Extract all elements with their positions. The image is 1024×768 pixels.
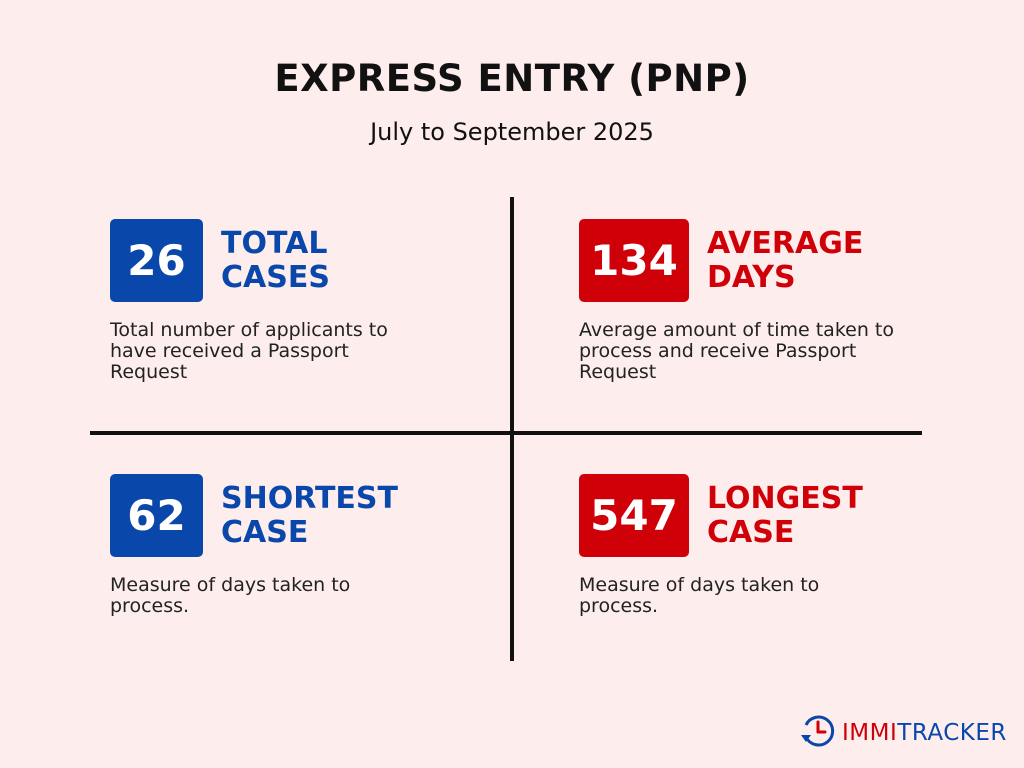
shortest-case-label-line2: CASE	[221, 514, 309, 550]
total-cases-value: 26	[110, 219, 203, 302]
logo-text-tracker: TRACKER	[897, 720, 1007, 746]
total-cases-label-line1: TOTAL CASES	[221, 225, 330, 295]
immitracker-logo: IMMITRACKER	[800, 713, 1007, 753]
average-days-value: 134	[579, 219, 689, 302]
shortest-case-description: Measure of days taken to process.	[110, 574, 351, 617]
longest-case-label-line2: CASE	[707, 514, 795, 550]
logo-text-immi: IMMI	[842, 720, 898, 746]
average-days-label: AVERAGE DAYS	[707, 219, 863, 302]
shortest-case-label-line1: SHORTEST	[221, 480, 398, 516]
horizontal-divider	[90, 431, 922, 435]
total-cases-label: TOTAL CASES	[221, 219, 330, 302]
average-days-label-line1: AVERAGE	[707, 225, 864, 261]
longest-case-description: Measure of days taken to process.	[579, 574, 820, 617]
page-subtitle: July to September 2025	[370, 118, 654, 146]
average-days-description: Average amount of time taken to process …	[579, 319, 894, 383]
total-cases-description: Total number of applicants to have recei…	[110, 319, 388, 383]
vertical-divider	[510, 197, 514, 661]
shortest-case-value: 62	[110, 474, 203, 557]
longest-case-label: LONGEST CASE	[707, 474, 863, 557]
longest-case-value: 547	[579, 474, 689, 557]
average-days-label-line2: DAYS	[707, 259, 796, 295]
clock-arrow-icon	[800, 713, 836, 753]
longest-case-label-line1: LONGEST	[707, 480, 863, 516]
shortest-case-label: SHORTEST CASE	[221, 474, 398, 557]
logo-text: IMMITRACKER	[842, 720, 1007, 746]
page-title: EXPRESS ENTRY (PNP)	[274, 57, 750, 100]
